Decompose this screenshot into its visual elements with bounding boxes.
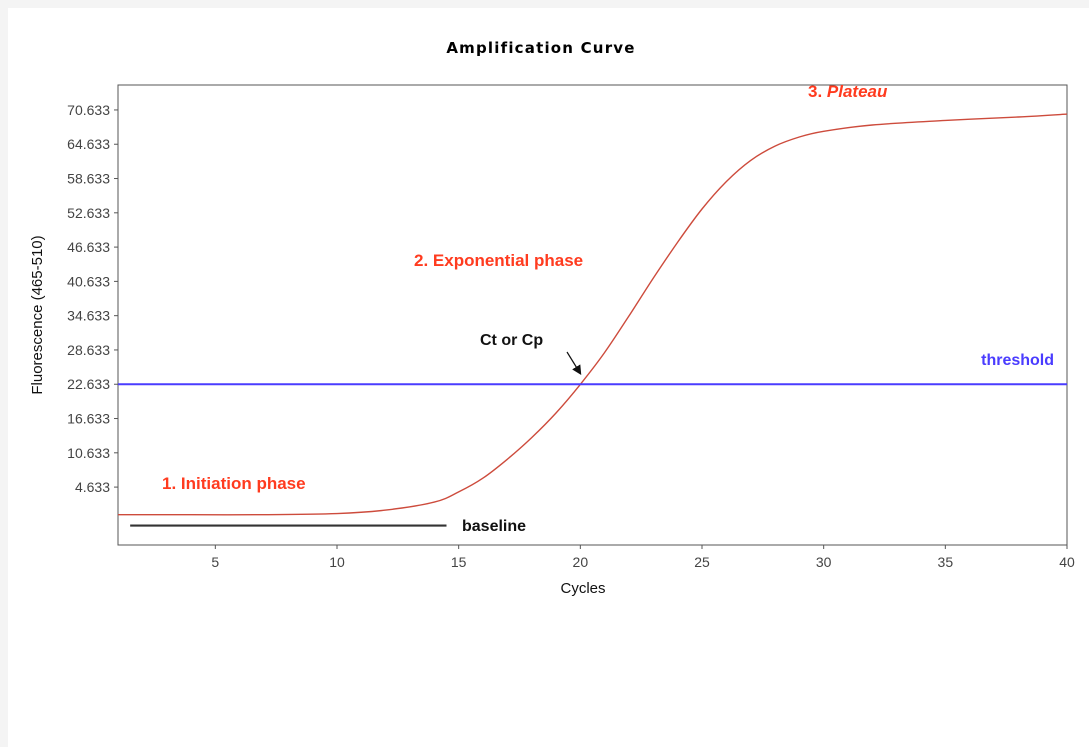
y-tick-label: 46.633 — [67, 239, 110, 255]
amplification-curve — [117, 113, 1068, 516]
y-tick-label: 58.633 — [67, 171, 110, 187]
y-tick-label: 4.633 — [75, 479, 110, 495]
x-tick-label: 35 — [938, 554, 954, 570]
x-tick-label: 25 — [694, 554, 710, 570]
y-tick-label: 70.633 — [67, 102, 110, 118]
amplification-chart: Amplification Curve 4.633 10.633 16.633 22.… — [8, 8, 1089, 747]
y-tick-label: 52.633 — [67, 205, 110, 221]
y-tick-label: 28.633 — [67, 342, 110, 358]
y-tick-label: 34.633 — [67, 308, 110, 324]
x-tick-label: 30 — [816, 554, 832, 570]
threshold-label: threshold — [981, 352, 1054, 369]
plateau-label: 3. Plateau — [808, 82, 888, 101]
x-axis: 5 10 15 20 25 30 35 40 — [211, 545, 1075, 570]
y-axis-label: Fluorescence (465-510) — [29, 235, 46, 394]
exponential-phase-label: 2. Exponential phase — [414, 251, 583, 270]
baseline-label: baseline — [462, 518, 526, 535]
y-tick-label: 16.633 — [67, 411, 110, 427]
plateau-word: Plateau — [827, 82, 888, 101]
x-tick-label: 40 — [1059, 554, 1075, 570]
x-tick-label: 5 — [211, 554, 219, 570]
initiation-phase-label: 1. Initiation phase — [162, 474, 306, 493]
x-axis-label: Cycles — [560, 580, 605, 597]
y-tick-label: 10.633 — [67, 445, 110, 461]
x-tick-label: 10 — [329, 554, 345, 570]
ct-label: Ct or Cp — [480, 332, 543, 349]
plateau-prefix: 3. — [808, 82, 827, 101]
chart-title: Amplification Curve — [446, 39, 635, 57]
chart-canvas: Amplification Curve 4.633 10.633 16.633 22.… — [29, 39, 1075, 597]
x-tick-label: 20 — [573, 554, 589, 570]
plot-area — [117, 84, 1068, 546]
y-axis: 4.633 10.633 16.633 22.633 28.633 34.633 40.63… — [67, 102, 118, 495]
y-tick-label: 40.633 — [67, 273, 110, 289]
x-tick-label: 15 — [451, 554, 467, 570]
y-tick-label: 64.633 — [67, 136, 110, 152]
series-layer — [117, 113, 1068, 527]
y-tick-label: 22.633 — [67, 376, 110, 392]
ct-arrow — [566, 351, 582, 376]
